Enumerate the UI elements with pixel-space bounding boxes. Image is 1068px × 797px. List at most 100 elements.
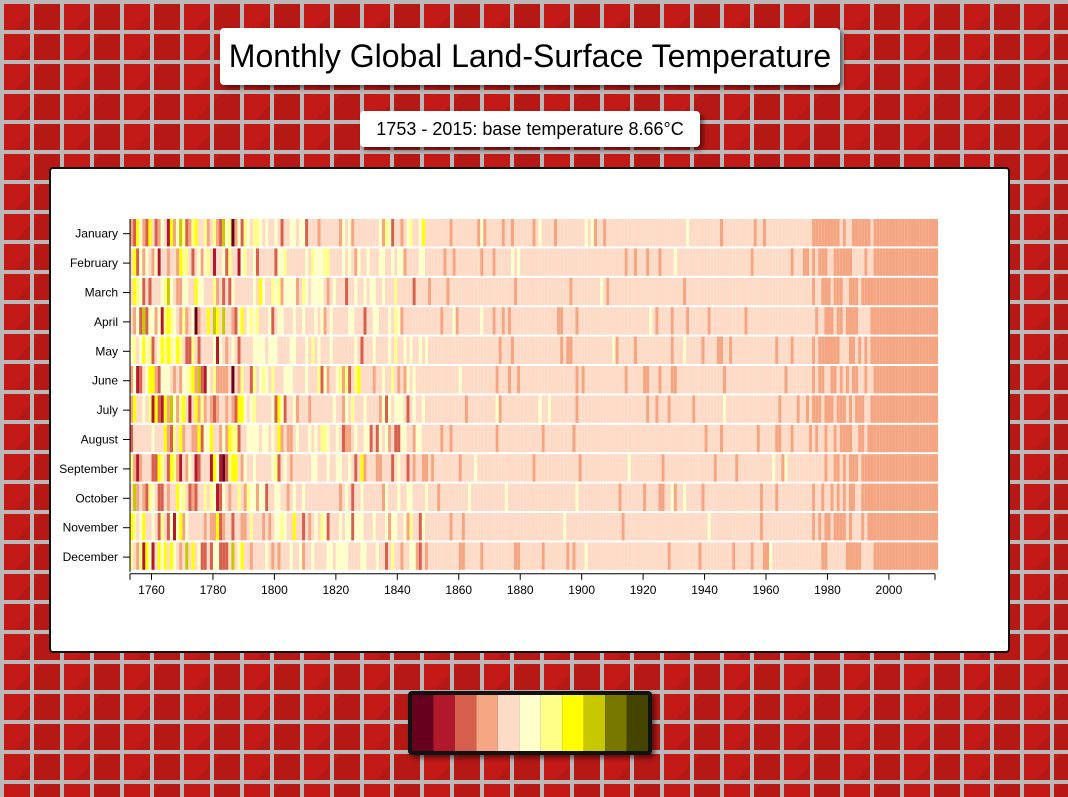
heatmap-cell [772,336,776,364]
heatmap-cell [378,277,382,306]
heatmap-cell [332,366,336,394]
heatmap-cell [391,307,395,335]
heatmap-cell [793,366,797,394]
heatmap-cell [640,424,644,453]
heatmap-cell [781,307,785,335]
heatmap-cell [332,336,336,364]
heatmap-cell [188,542,192,570]
heatmap-cell [326,395,330,423]
heatmap-cell [747,277,751,306]
heatmap-cell [452,395,456,423]
heatmap-cell [507,248,511,276]
heatmap-cell [240,424,244,453]
heatmap-cell [169,307,174,335]
heatmap-cell [274,454,278,482]
heatmap-cell [793,454,797,482]
heatmap-cell [913,542,917,570]
heatmap-cell [520,219,524,247]
heatmap-cell [317,366,321,394]
heatmap-cell [286,248,290,276]
heatmap-cell [566,307,570,335]
heatmap-cell [544,424,548,453]
heatmap-cell [781,219,785,247]
heatmap-cell [523,219,527,247]
heatmap-cell [292,454,296,482]
heatmap-cell [830,542,834,570]
heatmap-cell [317,336,321,364]
heatmap-cell [265,336,269,364]
heatmap-cell [363,248,367,276]
heatmap-cell [719,277,723,306]
heatmap-cell [357,277,361,306]
heatmap-cell [265,277,269,306]
heatmap-cell [234,542,238,570]
heatmap-cell [627,395,631,423]
heatmap-cell [640,395,644,423]
heatmap-cell [243,483,247,511]
heatmap-cell [329,395,333,423]
legend-swatch [454,695,477,751]
heatmap-cell [523,366,527,394]
heatmap-cell [618,277,622,306]
heatmap-cell [517,366,521,394]
heatmap-cell [827,513,831,541]
heatmap-cell [326,542,330,570]
heatmap-cell [206,219,210,247]
heatmap-cell [550,424,555,453]
heatmap-cell [366,336,370,364]
heatmap-cell [464,395,468,423]
heatmap-cell [317,542,321,570]
heatmap-cell [332,542,336,570]
heatmap-cell [406,542,410,570]
heatmap-cell [606,454,610,482]
heatmap-cell [590,542,594,570]
heatmap-cell [332,395,336,423]
heatmap-cell [443,366,447,394]
heatmap-cell [474,366,478,394]
heatmap-cell [243,307,247,335]
heatmap-cell [188,366,192,394]
heatmap-cell [166,219,170,247]
heatmap-cell [692,219,696,247]
heatmap-cell [265,219,269,247]
heatmap-cell [898,513,902,541]
heatmap-cell [722,336,727,364]
heatmap-cell [818,424,822,453]
heatmap-cell [686,424,690,453]
heatmap-cell [139,248,143,276]
heatmap-cell [569,219,573,247]
heatmap-cell [916,542,920,570]
heatmap-cell [646,219,650,247]
heatmap-cell [280,395,284,423]
heatmap-cell [652,542,656,570]
heatmap-cell [200,248,204,276]
heatmap-cell [606,424,610,453]
heatmap-cell [532,424,536,453]
heatmap-cell [824,366,828,394]
heatmap-cell [412,454,416,482]
heatmap-cell [726,513,730,541]
heatmap-cell [329,542,333,570]
chart-panel: January February March April May June July Augu… [49,167,1010,653]
heatmap-cell [366,248,370,276]
heatmap-cell [225,248,229,276]
heatmap-cell [477,454,481,482]
heatmap-cell [262,248,266,276]
y-tick-label: June [92,374,118,388]
heatmap-cell [726,307,730,335]
heatmap-cell [397,307,401,335]
heatmap-cell [329,454,333,482]
heatmap-cell [812,248,816,276]
heatmap-cell [206,483,210,511]
heatmap-cell [830,307,834,335]
heatmap-cell [268,248,272,276]
heatmap-cell [145,454,149,482]
heatmap-cell [249,454,253,482]
heatmap-cell [311,424,315,453]
heatmap-cell [464,219,468,247]
heatmap-cell [726,277,730,306]
heatmap-cell [766,454,770,482]
heatmap-cell [169,219,174,247]
heatmap-cell [560,248,564,276]
heatmap-cell [781,248,785,276]
